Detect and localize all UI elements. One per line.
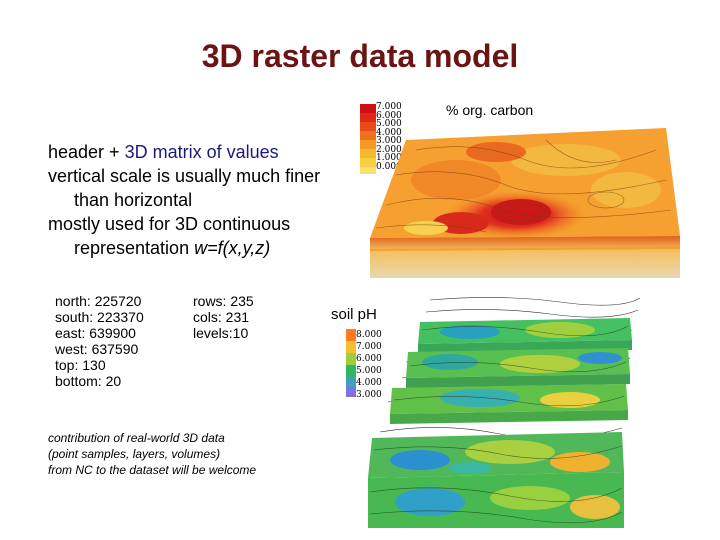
header-levels: levels:10 bbox=[193, 325, 249, 341]
note-line-2: (point samples, layers, volumes) bbox=[48, 447, 221, 461]
carbon-3d-volume bbox=[369, 128, 681, 278]
carbon-scale-labels: 7.000 6.000 5.000 4.000 3.000 2.000 1.00… bbox=[376, 103, 402, 171]
bullet-1-text: header + bbox=[48, 142, 125, 162]
header-top: top: 130 bbox=[55, 357, 106, 373]
slide-title: 3D raster data model bbox=[201, 38, 519, 74]
carbon-scale-label: 2.000 bbox=[376, 144, 402, 155]
soil-ph-layers bbox=[368, 297, 641, 528]
bullet-list: header + 3D matrix of values vertical sc… bbox=[48, 140, 348, 260]
carbon-scale-label: 4.000 bbox=[376, 127, 402, 138]
carbon-scale-label: 6.000 bbox=[376, 110, 402, 121]
note-line-1: contribution of real-world 3D data bbox=[48, 431, 225, 445]
bullet-3-formula: w=f(x,y,z) bbox=[194, 238, 271, 258]
bullet-2: vertical scale is usually much finer tha… bbox=[48, 166, 321, 210]
bullet-3: mostly used for 3D continuous representa… bbox=[48, 212, 348, 260]
carbon-scale-label: 0.000 bbox=[376, 161, 402, 172]
carbon-scale-label: 5.000 bbox=[376, 119, 402, 129]
soil-scale-label: 6.000 bbox=[356, 354, 382, 364]
carbon-scale-label: 7.000 bbox=[376, 102, 402, 112]
soil-scale-labels: 8.000 7.000 6.000 5.000 4.000 3.000 bbox=[356, 329, 382, 401]
carbon-label: % org. carbon bbox=[446, 102, 534, 118]
carbon-scale-label: 3.000 bbox=[376, 136, 402, 146]
header-bottom: bottom: 20 bbox=[55, 373, 122, 389]
carbon-color-scale bbox=[360, 104, 376, 174]
note-line-3: from NC to the dataset will be welcome bbox=[48, 463, 257, 477]
soil-scale-label: 7.000 bbox=[356, 342, 382, 352]
carbon-scale-label: 1.000 bbox=[376, 153, 402, 163]
bullet-1-highlight: 3D matrix of values bbox=[124, 142, 279, 162]
soil-scale-label: 5.000 bbox=[356, 366, 382, 376]
header-cols: cols: 231 bbox=[193, 309, 250, 325]
soil-scale-label: 3.000 bbox=[356, 390, 382, 400]
soil-ph-label: soil pH bbox=[331, 306, 377, 323]
header-south: south: 223370 bbox=[55, 309, 144, 325]
header-size-list: rows: 235 cols: 231 levels:10 bbox=[193, 293, 254, 341]
soil-ph-color-scale bbox=[346, 329, 356, 397]
soil-scale-label: 8.000 bbox=[356, 330, 382, 340]
bullet-1: header + 3D matrix of values bbox=[48, 140, 348, 164]
contribution-note: contribution of real-world 3D data (poin… bbox=[48, 430, 256, 478]
header-west: west: 637590 bbox=[55, 341, 139, 357]
header-extent-list: north: 225720 south: 223370 east: 639900… bbox=[55, 293, 144, 389]
header-north: north: 225720 bbox=[55, 293, 142, 309]
header-rows: rows: 235 bbox=[193, 293, 254, 309]
soil-scale-label: 4.000 bbox=[356, 378, 382, 388]
bullet-3-text: mostly used for 3D continuous representa… bbox=[48, 214, 291, 258]
header-east: east: 639900 bbox=[55, 325, 136, 341]
